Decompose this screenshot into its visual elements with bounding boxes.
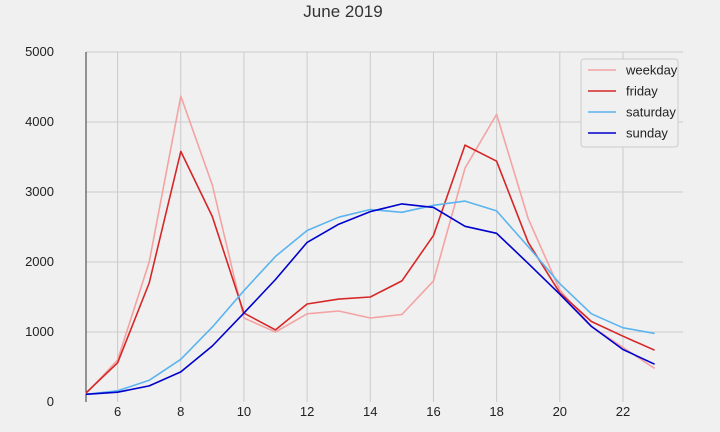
- series-line-sunday: [85, 203, 655, 396]
- x-tick-label: 18: [489, 404, 503, 419]
- y-tick-label: 2000: [25, 254, 54, 269]
- x-tick-label: 10: [237, 404, 251, 419]
- y-tick-label: 1000: [25, 324, 54, 339]
- series-line-friday: [85, 144, 655, 394]
- legend-label: sunday: [626, 126, 668, 141]
- x-tick-label: 12: [300, 404, 314, 419]
- x-tick-labels: 6 8 10 12 14 16 18 20 22: [114, 404, 630, 419]
- legend: weekday friday saturday sunday: [580, 58, 679, 148]
- legend-label: weekday: [625, 63, 678, 78]
- x-tick-label: 20: [553, 404, 567, 419]
- grid: [86, 51, 683, 402]
- x-tick-label: 6: [114, 404, 121, 419]
- series-line-weekday: [85, 95, 656, 395]
- x-tick-label: 14: [363, 404, 377, 419]
- x-tick-label: 16: [426, 404, 440, 419]
- series-lines: [85, 95, 656, 396]
- y-tick-label: 3000: [25, 184, 54, 199]
- legend-label: saturday: [626, 105, 676, 120]
- y-tick-label: 4000: [25, 114, 54, 129]
- legend-box: [580, 58, 679, 148]
- y-tick-label: 0: [47, 394, 54, 409]
- legend-label: friday: [626, 84, 658, 99]
- y-tick-labels: 0 1000 2000 3000 4000 5000: [25, 44, 54, 409]
- chart-title: June 2019: [303, 2, 382, 21]
- x-tick-label: 22: [616, 404, 630, 419]
- x-tick-label: 8: [177, 404, 184, 419]
- y-tick-label: 5000: [25, 44, 54, 59]
- series-line-saturday: [85, 200, 655, 396]
